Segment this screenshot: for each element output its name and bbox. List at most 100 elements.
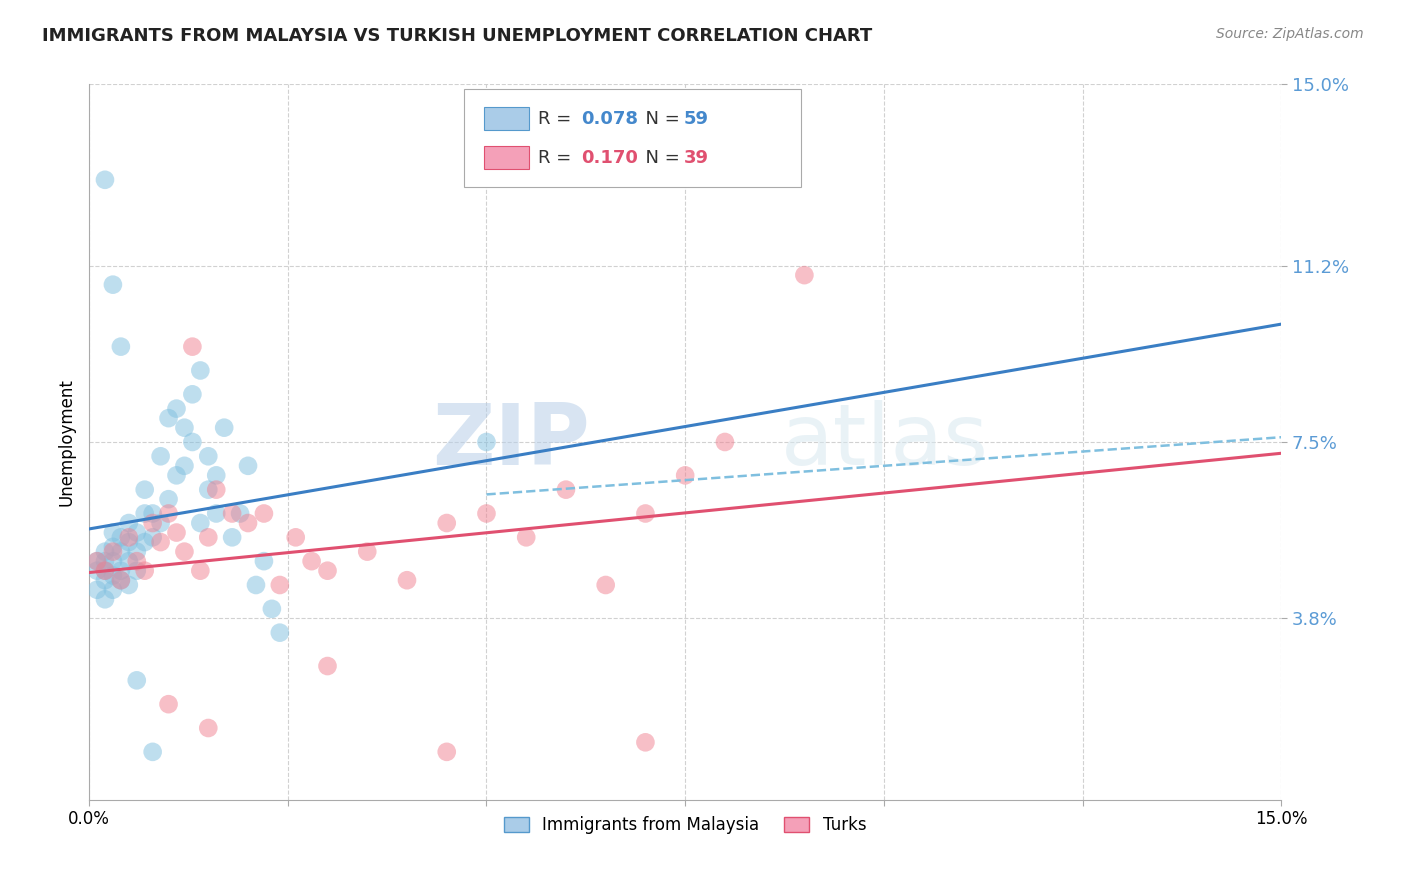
Point (118, 530, 141, 544)
Point (260, 602, 283, 616)
Text: atlas: atlas (780, 401, 988, 483)
Point (125, 673, 148, 688)
Point (142, 516, 165, 530)
Point (475, 434, 498, 449)
Text: R =: R = (538, 149, 578, 167)
Point (134, 535, 156, 549)
Point (101, 582, 124, 597)
Text: N =: N = (634, 149, 686, 167)
Point (101, 554, 124, 568)
Point (94, 554, 117, 568)
Point (205, 483, 228, 497)
Point (94, 544, 117, 558)
Point (634, 507, 657, 521)
Point (101, 277, 124, 292)
Point (229, 507, 252, 521)
Point (134, 564, 156, 578)
Point (101, 568, 124, 582)
Point (253, 507, 276, 521)
Point (157, 492, 180, 507)
Point (301, 554, 323, 568)
Point (236, 458, 259, 473)
Text: IMMIGRANTS FROM MALAYSIA VS TURKISH UNEMPLOYMENT CORRELATION CHART: IMMIGRANTS FROM MALAYSIA VS TURKISH UNEM… (42, 27, 873, 45)
Point (86, 582, 108, 597)
Point (125, 544, 148, 558)
Point (94, 564, 117, 578)
Point (515, 530, 537, 544)
Point (166, 525, 188, 540)
Point (197, 483, 219, 497)
Point (173, 544, 195, 558)
Point (101, 544, 124, 558)
Text: 0.078: 0.078 (581, 110, 638, 128)
Text: 59: 59 (683, 110, 709, 128)
Point (793, 268, 815, 282)
Point (197, 530, 219, 544)
Text: ZIP: ZIP (432, 401, 589, 483)
Point (173, 458, 195, 473)
Point (86, 564, 108, 578)
Point (673, 468, 696, 483)
Point (197, 450, 219, 464)
Point (181, 434, 204, 449)
Point (173, 420, 195, 434)
Point (94, 173, 117, 187)
Point (125, 564, 148, 578)
Point (253, 554, 276, 568)
Point (125, 554, 148, 568)
Point (205, 507, 228, 521)
Point (86, 554, 108, 568)
Point (188, 363, 211, 377)
Point (555, 483, 578, 497)
Point (110, 340, 132, 354)
Point (134, 507, 156, 521)
Point (205, 468, 228, 483)
Point (142, 745, 165, 759)
Point (436, 745, 458, 759)
Point (110, 573, 132, 587)
Text: N =: N = (634, 110, 686, 128)
Point (110, 564, 132, 578)
Point (94, 573, 117, 587)
Point (118, 578, 141, 592)
Point (634, 735, 657, 749)
Point (118, 516, 141, 530)
Point (236, 516, 259, 530)
Point (714, 434, 737, 449)
Point (221, 507, 243, 521)
Point (166, 401, 188, 416)
Text: 0.170: 0.170 (581, 149, 637, 167)
Point (157, 411, 180, 425)
Text: Source: ZipAtlas.com: Source: ZipAtlas.com (1216, 27, 1364, 41)
Point (94, 564, 117, 578)
Point (149, 516, 172, 530)
Point (436, 516, 458, 530)
Point (221, 530, 243, 544)
Point (86, 554, 108, 568)
Point (157, 697, 180, 711)
Point (356, 544, 378, 558)
Point (395, 573, 418, 587)
Point (284, 530, 307, 544)
Point (316, 659, 339, 673)
Point (269, 625, 291, 640)
Point (125, 525, 148, 540)
Legend: Immigrants from Malaysia, Turks: Immigrants from Malaysia, Turks (503, 816, 866, 834)
Point (94, 592, 117, 607)
Point (118, 554, 141, 568)
Point (212, 420, 235, 434)
Point (110, 544, 132, 558)
Point (142, 530, 165, 544)
Point (181, 340, 204, 354)
Point (181, 387, 204, 401)
Point (316, 564, 339, 578)
Point (269, 578, 291, 592)
Point (110, 573, 132, 587)
Point (134, 483, 156, 497)
Point (101, 540, 124, 554)
Point (149, 535, 172, 549)
Point (157, 507, 180, 521)
Point (142, 507, 165, 521)
Point (245, 578, 267, 592)
Point (166, 468, 188, 483)
